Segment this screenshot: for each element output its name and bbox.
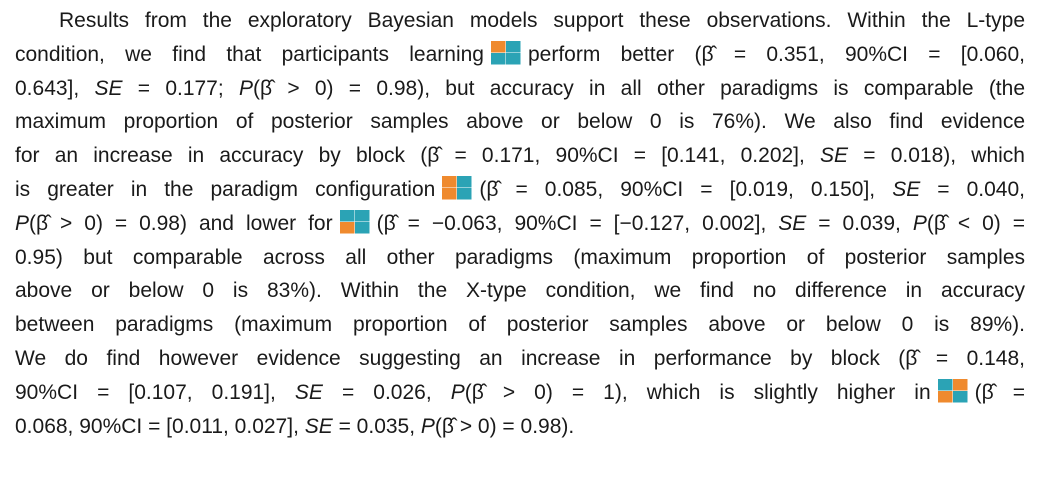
paradigm-icon	[937, 378, 968, 403]
text: = 0.026,	[322, 380, 451, 404]
italic-text: P	[912, 211, 927, 235]
text: is greater in the paradigm configuration	[15, 177, 436, 201]
icon-cell	[505, 40, 521, 53]
text: 0.068, 90%CI = [0.011, 0.027],	[15, 414, 305, 438]
icon-cell	[490, 40, 506, 53]
icon-cell	[354, 221, 370, 234]
paragraph: Results from the exploratory Bayesian mo…	[15, 4, 1025, 443]
text: (β̂ > 0) = 1), which is slightly higher …	[464, 380, 931, 404]
icon-cell	[490, 52, 506, 65]
italic-text: P	[15, 211, 30, 235]
icon-cell	[339, 209, 355, 222]
text: = 0.040,	[920, 177, 1025, 201]
text: (β̂ > 0) = 0.98).	[434, 414, 575, 438]
text-line: 0.643], SE = 0.177; P(β̂ > 0) = 0.98), b…	[15, 72, 1025, 106]
text: above or below 0 is 83%). Within the X-t…	[15, 279, 1025, 303]
icon-cell	[937, 390, 953, 403]
text: perform better (β̂ = 0.351, 90%CI = [0.0…	[527, 42, 1025, 66]
text: 0.95) but comparable across all other pa…	[15, 245, 1025, 269]
italic-text: SE	[892, 177, 921, 201]
text-line: Results from the exploratory Bayesian mo…	[15, 4, 1025, 38]
text-line: 0.068, 90%CI = [0.011, 0.027], SE = 0.03…	[15, 410, 1025, 444]
text: We do find however evidence suggesting a…	[15, 346, 1025, 370]
text-line: above or below 0 is 83%). Within the X-t…	[15, 274, 1025, 308]
text: = 0.039,	[806, 211, 913, 235]
italic-text: P	[238, 76, 253, 100]
text-line: maximum proportion of posterior samples …	[15, 105, 1025, 139]
text-line: condition, we find that participants lea…	[15, 38, 1025, 72]
text-line: is greater in the paradigm configuration…	[15, 173, 1025, 207]
icon-cell	[457, 175, 472, 188]
icon-cell	[505, 52, 521, 65]
italic-text: P	[450, 380, 465, 404]
paradigm-icon	[442, 175, 472, 200]
icon-cell	[952, 390, 968, 403]
text: 0.643],	[15, 76, 95, 100]
text: = 0.018), which	[848, 144, 1025, 168]
text: = 0.177;	[122, 76, 239, 100]
icon-cell	[457, 187, 472, 200]
icon-cell	[442, 187, 457, 200]
text: (β̂ < 0) =	[926, 211, 1026, 235]
italic-text: SE	[820, 144, 849, 168]
text-line: between paradigms (maximum proportion of…	[15, 308, 1025, 342]
italic-text: SE	[304, 414, 333, 438]
icon-cell	[354, 209, 370, 222]
text: (β̂ =	[974, 380, 1026, 404]
text-line: P(β̂ > 0) = 0.98) and lower for (β̂ = −0.…	[15, 207, 1025, 241]
icon-cell	[937, 378, 953, 391]
italic-text: SE	[294, 380, 323, 404]
icon-cell	[339, 221, 355, 234]
italic-text: P	[420, 414, 435, 438]
text: (β̂ = −0.063, 90%CI = [−0.127, 0.002],	[376, 211, 779, 235]
italic-text: SE	[778, 211, 807, 235]
icon-cell	[952, 378, 968, 391]
text-line: We do find however evidence suggesting a…	[15, 342, 1025, 376]
text-line: 0.95) but comparable across all other pa…	[15, 241, 1025, 275]
icon-cell	[442, 175, 457, 188]
text: (β̂ > 0) = 0.98), but accuracy in all ot…	[252, 76, 1026, 100]
italic-text: SE	[94, 76, 123, 100]
paradigm-icon	[339, 209, 370, 234]
text: condition, we find that participants lea…	[15, 42, 484, 66]
paradigm-icon	[490, 40, 521, 65]
text: Results from the exploratory Bayesian mo…	[59, 9, 1025, 32]
text: maximum proportion of posterior samples …	[15, 110, 1025, 134]
text: for an increase in accuracy by block (β̂…	[15, 144, 821, 168]
text-line: 90%CI = [0.107, 0.191], SE = 0.026, P(β̂…	[15, 376, 1025, 410]
text: = 0.035,	[332, 414, 421, 438]
text: (β̂ > 0) = 0.98) and lower for	[29, 211, 333, 235]
text: (β̂ = 0.085, 90%CI = [0.019, 0.150],	[479, 177, 893, 201]
text: between paradigms (maximum proportion of…	[15, 313, 1025, 337]
text-line: for an increase in accuracy by block (β̂…	[15, 139, 1025, 173]
text: 90%CI = [0.107, 0.191],	[15, 380, 295, 404]
